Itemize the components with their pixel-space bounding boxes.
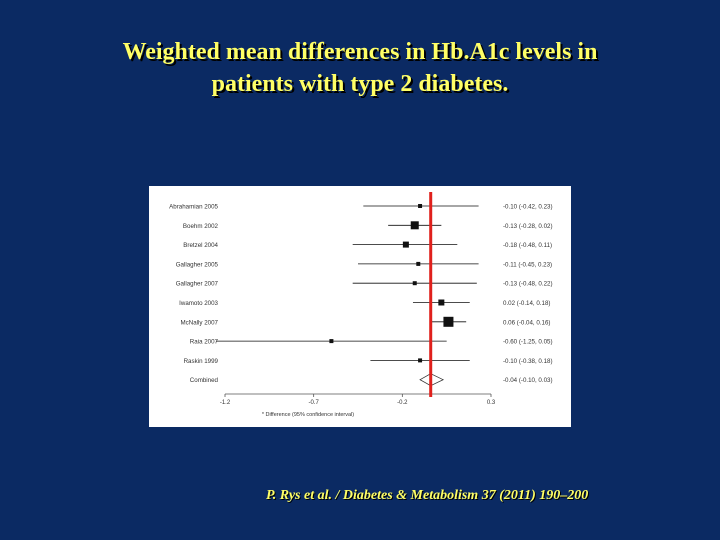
study-ci-text: -0.04 (-0.10, 0.03) [503, 377, 553, 384]
x-axis-label: * Difference (95% confidence interval) [262, 412, 354, 418]
point-estimate [416, 261, 421, 266]
study-ci-text: -0.10 (-0.38, 0.18) [503, 358, 553, 365]
study-label: Gallagher 2007 [176, 281, 219, 288]
x-tick-label: -1.2 [220, 400, 231, 406]
study-ci-text: -0.13 (-0.28, 0.02) [503, 223, 553, 230]
study-ci-text: 0.02 (-0.14, 0.18) [503, 300, 550, 307]
study-ci-text: -0.10 (-0.42, 0.23) [503, 204, 553, 211]
point-estimate [410, 221, 419, 230]
point-estimate [402, 241, 409, 248]
study-label: Abrahamian 2005 [169, 204, 218, 211]
x-tick-label: 0.3 [487, 400, 496, 406]
study-ci-text: -0.60 (-1.25, 0.05) [503, 339, 553, 346]
study-label: McNally 2007 [181, 319, 219, 326]
x-tick-label: -0.7 [308, 400, 319, 406]
study-label: Raskin 1999 [184, 358, 219, 365]
point-estimate [329, 339, 334, 344]
point-estimate [438, 299, 445, 306]
forest-plot-panel: Abrahamian 2005 -0.10 (-0.42, 0.23) Boehm … [149, 186, 571, 427]
study-label: Boehm 2002 [183, 223, 219, 230]
x-tick-label: -0.2 [397, 400, 408, 406]
point-estimate [443, 316, 454, 327]
citation: P. Rys et al. / Diabetes & Metabolism 37… [266, 488, 589, 503]
study-label: Gallagher 2005 [176, 261, 219, 268]
point-estimate [418, 204, 423, 208]
forest-plot: Abrahamian 2005 -0.10 (-0.42, 0.23) Boehm … [169, 192, 553, 418]
study-ci-text: 0.06 (-0.04, 0.16) [503, 319, 550, 326]
study-ci-text: -0.13 (-0.48, 0.22) [503, 281, 553, 288]
study-label: Iwamoto 2003 [179, 300, 218, 307]
slide-title: Weighted mean differences in Hb.A1c leve… [40, 36, 680, 100]
point-estimate [412, 281, 417, 286]
study-label: Combined [190, 377, 219, 384]
point-estimate [418, 358, 423, 363]
study-label: Raia 2007 [190, 339, 219, 346]
slide-title-line-1: Weighted mean differences in Hb.A1c leve… [122, 39, 598, 65]
study-label: Bretzel 2004 [183, 242, 218, 249]
study-ci-text: -0.11 (-0.45, 0.23) [503, 261, 552, 268]
slide-title-line-2: patients with type 2 diabetes. [211, 71, 509, 97]
study-ci-text: -0.18 (-0.48, 0.11) [503, 242, 552, 249]
